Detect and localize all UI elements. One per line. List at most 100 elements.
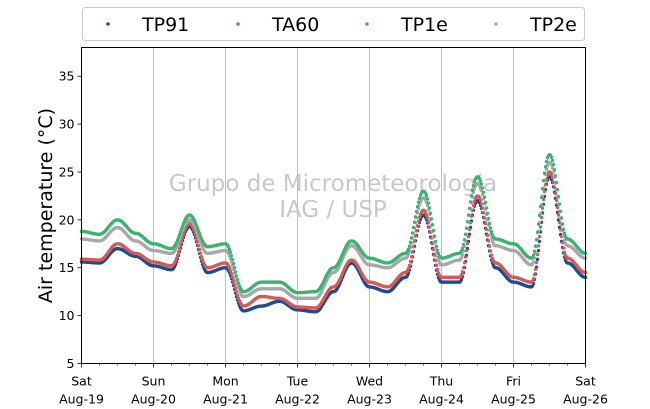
y-axis: 5 10 15 20 25 30 35 xyxy=(59,69,82,371)
data-point xyxy=(481,210,486,215)
data-point xyxy=(407,263,412,267)
data-point xyxy=(562,231,567,236)
data-point xyxy=(231,261,236,266)
x-tick-label: Sat Aug-19 xyxy=(59,374,104,407)
data-point xyxy=(469,194,474,198)
data-point xyxy=(228,250,233,255)
watermark-line-1: Grupo de Micrometeorologia xyxy=(169,171,497,197)
data-point xyxy=(409,255,414,259)
data-point xyxy=(406,247,411,251)
data-point xyxy=(561,246,566,250)
data-point xyxy=(231,279,236,283)
data-point xyxy=(482,195,487,199)
data-point xyxy=(489,253,494,257)
x-tick-label: Mon Aug-21 xyxy=(203,374,248,407)
watermark-line-2: IAG / USP xyxy=(279,197,387,223)
data-point xyxy=(532,273,537,277)
data-point xyxy=(178,243,183,247)
data-point xyxy=(232,282,237,287)
data-point xyxy=(538,204,543,209)
data-point xyxy=(200,258,205,262)
x-tick-day: Thu xyxy=(429,374,453,389)
data-point xyxy=(537,213,542,218)
x-tick-day: Mon xyxy=(212,374,238,389)
data-point xyxy=(416,200,421,204)
data-point xyxy=(556,213,561,217)
data-point xyxy=(557,220,562,225)
x-tick-date: Aug-21 xyxy=(203,392,248,407)
data-point xyxy=(433,258,438,263)
data-point xyxy=(480,206,485,210)
data-point xyxy=(197,247,202,252)
y-tick-label: 5 xyxy=(67,356,75,371)
data-point xyxy=(484,206,489,210)
data-point xyxy=(175,253,180,257)
data-point xyxy=(424,213,429,217)
data-point xyxy=(228,268,233,273)
data-point xyxy=(465,220,470,224)
data-point xyxy=(560,222,565,226)
data-point xyxy=(461,266,466,270)
data-point xyxy=(410,231,415,235)
data-point xyxy=(432,253,437,257)
data-point xyxy=(534,238,539,242)
data-point xyxy=(199,255,204,259)
data-point xyxy=(539,195,544,200)
data-point xyxy=(411,245,416,249)
data-point xyxy=(417,215,422,220)
legend-label-tp2e: TP2e xyxy=(529,14,577,36)
x-tick-day: Sat xyxy=(575,374,596,389)
data-point xyxy=(484,227,489,232)
data-point xyxy=(463,232,468,236)
data-point xyxy=(480,186,485,190)
vertical-gridlines xyxy=(153,47,514,364)
x-axis: Sat Aug-19 Sun Aug-20 Mon Aug-21 Tue Aug-22 Wed A… xyxy=(59,363,608,407)
data-point xyxy=(464,226,469,230)
x-tick-label: Tue Aug-22 xyxy=(275,374,320,407)
data-point xyxy=(175,238,180,242)
x-tick-date: Aug-25 xyxy=(491,392,536,407)
data-point xyxy=(487,221,492,226)
data-point xyxy=(178,230,183,234)
data-point xyxy=(544,159,549,164)
data-point xyxy=(478,179,483,183)
x-tick-date: Aug-20 xyxy=(131,392,176,407)
data-point xyxy=(537,239,542,244)
data-point xyxy=(556,195,561,199)
data-point xyxy=(428,211,433,215)
data-point xyxy=(227,247,232,252)
data-point xyxy=(414,209,419,214)
data-point xyxy=(560,241,565,245)
data-point xyxy=(230,275,235,279)
data-point xyxy=(535,230,540,235)
data-point xyxy=(412,220,417,224)
data-point xyxy=(543,183,548,187)
data-point xyxy=(177,233,182,237)
data-point xyxy=(542,171,547,175)
data-point xyxy=(553,174,558,178)
data-point xyxy=(486,239,491,243)
data-point xyxy=(461,242,466,247)
y-tick-label: 15 xyxy=(59,260,75,275)
y-tick-label: 25 xyxy=(59,164,75,179)
x-tick-label: Fri Aug-25 xyxy=(491,374,536,407)
data-point xyxy=(176,235,181,240)
data-point xyxy=(459,249,464,253)
legend-label-ta60: TA60 xyxy=(271,14,319,36)
data-point xyxy=(555,205,560,210)
x-tick-day: Sat xyxy=(71,374,92,389)
x-tick-date: Aug-24 xyxy=(419,392,464,407)
data-point xyxy=(459,277,464,282)
legend: TP91 TA60 TP1e TP2e xyxy=(82,7,585,41)
data-point xyxy=(176,250,181,254)
data-point xyxy=(425,203,430,208)
data-point xyxy=(470,188,475,193)
data-point xyxy=(179,227,184,231)
data-point xyxy=(485,233,490,237)
legend-marker-tp91 xyxy=(106,22,110,26)
x-tick-date: Aug-26 xyxy=(563,392,608,407)
data-point xyxy=(198,251,203,255)
data-point xyxy=(487,244,492,248)
data-point xyxy=(415,205,420,209)
